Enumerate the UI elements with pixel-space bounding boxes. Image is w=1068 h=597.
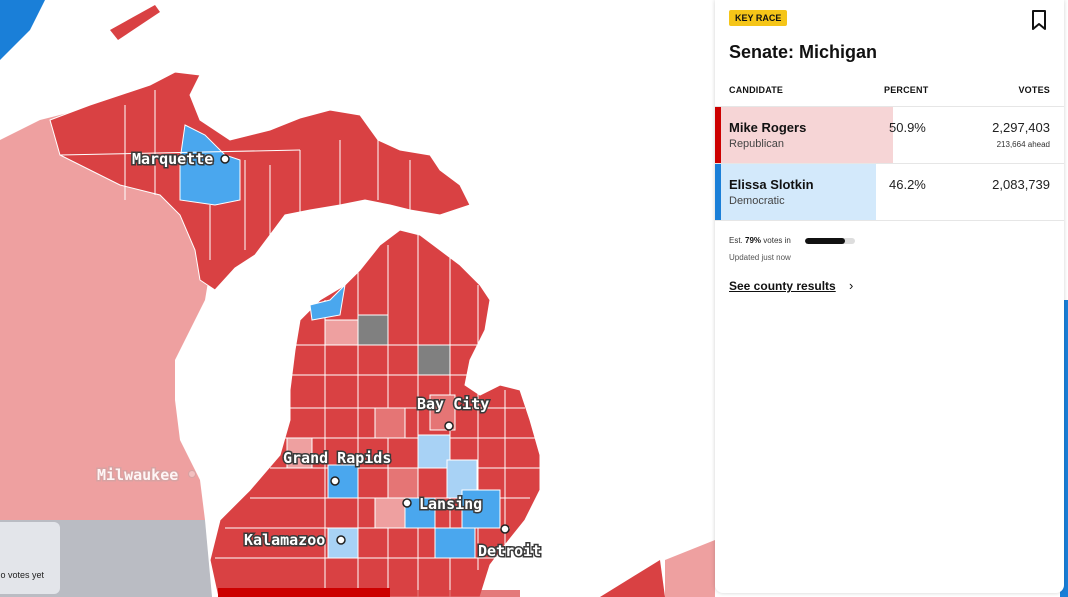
kalamazoo-marker[interactable]: [336, 535, 346, 545]
est-prefix: Est.: [729, 236, 743, 245]
marquette-county: [179, 124, 241, 206]
ohio-hatched-corner: [600, 560, 665, 597]
candidate-percent: 50.9%: [889, 120, 926, 135]
macomb-county: [461, 489, 501, 529]
marquette-label: Marquette: [132, 150, 213, 168]
party-color-stripe: [715, 164, 721, 220]
chevron-right-icon[interactable]: ›: [849, 278, 854, 293]
party-color-stripe: [715, 107, 721, 163]
votes-in-progress-bar: [805, 238, 855, 244]
race-title: Senate: Michigan: [729, 42, 878, 62]
candidate-votes: 2,297,403: [992, 120, 1050, 135]
canada-edge-right: [665, 540, 715, 597]
detroit-label: Detroit: [478, 542, 541, 560]
light-red-county-center: [387, 467, 419, 499]
candidate-name: Mike Rogers: [729, 120, 807, 135]
minnesota-corner: [0, 0, 45, 60]
est-suffix: votes in: [763, 236, 791, 245]
candidate-party: Republican: [729, 138, 785, 150]
candidate-percent-bar: [715, 164, 877, 220]
gray-county-north: [357, 314, 389, 346]
light-red-county-lansing-w: [374, 497, 406, 529]
candidate-name: Elissa Slotkin: [729, 177, 814, 192]
bookmark-icon[interactable]: [1031, 10, 1047, 30]
votes-in-progress-fill: [805, 238, 845, 244]
candidate-lead: 213,664 ahead: [996, 140, 1050, 149]
bay-city-label: Bay City: [417, 395, 489, 413]
see-county-results-link[interactable]: See county results: [729, 279, 836, 293]
wayne-county: [434, 527, 476, 559]
candidate-votes: 2,083,739: [992, 177, 1050, 192]
candidate-percent: 46.2%: [889, 177, 926, 192]
race-panel: KEY RACE Senate: Michigan CANDIDATE PERC…: [715, 0, 1064, 593]
wisconsin-region: [0, 0, 210, 597]
marquette-marker[interactable]: [220, 154, 230, 164]
bay-city-marker[interactable]: [444, 421, 454, 431]
candidate-party: Democratic: [729, 195, 785, 207]
detroit-marker[interactable]: [500, 524, 510, 534]
gray-county-east: [417, 344, 451, 376]
light-red-county-nw: [324, 319, 359, 346]
candidate-row-republican[interactable]: Mike Rogers Republican 50.9% 2,297,403 2…: [715, 106, 1064, 163]
lansing-label: Lansing: [419, 495, 482, 513]
genesee-county: [417, 434, 451, 469]
est-value: 79%: [745, 236, 762, 245]
key-race-badge: KEY RACE: [729, 10, 788, 26]
column-header-candidate: CANDIDATE: [729, 85, 784, 95]
grand-traverse-county: [309, 283, 346, 321]
grand-rapids-label: Grand Rapids: [283, 449, 391, 467]
indiana-strip: [218, 588, 390, 597]
updated-timestamp: Updated just now: [729, 253, 791, 262]
candidate-row-democratic[interactable]: Elissa Slotkin Democratic 46.2% 2,083,73…: [715, 163, 1064, 221]
grand-rapids-marker[interactable]: [330, 476, 340, 486]
legend-no-votes-label: No votes yet: [0, 570, 45, 580]
estimated-votes-text: Est. 79% votes in: [729, 236, 791, 245]
column-header-votes: VOTES: [1018, 85, 1050, 95]
pennsylvania-edge: [1060, 300, 1068, 597]
kalamazoo-label: Kalamazoo: [244, 531, 325, 549]
legend-box: [0, 522, 60, 594]
ohio-hatched-strip: [390, 590, 520, 597]
lansing-marker[interactable]: [402, 498, 412, 508]
candidate-percent-bar: [715, 107, 893, 163]
milwaukee-marker[interactable]: [188, 470, 196, 478]
upper-left-sliver: [110, 5, 160, 40]
column-header-percent: PERCENT: [884, 85, 929, 95]
light-red-county-mid: [374, 407, 406, 439]
milwaukee-label: Milwaukee: [97, 466, 178, 484]
light-red-county-west: [286, 437, 313, 469]
